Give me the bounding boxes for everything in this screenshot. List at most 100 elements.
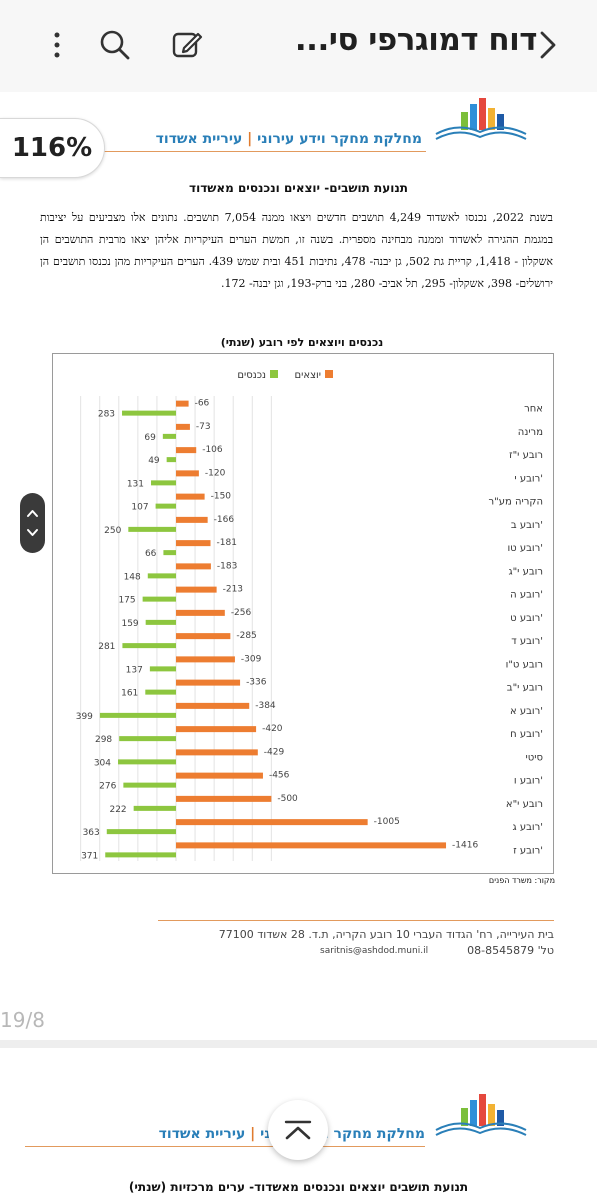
legend-label: נכנסים — [237, 370, 266, 381]
data-label-outgoing: -384 — [255, 701, 276, 711]
data-label-incoming: 69 — [144, 433, 156, 443]
bar-outgoing — [176, 726, 257, 733]
category-label: רובע א' — [510, 706, 543, 717]
category-label: רובע ג' — [513, 822, 543, 833]
data-label-outgoing: -183 — [217, 561, 237, 571]
bar-incoming — [162, 433, 176, 439]
legend-swatch — [270, 370, 278, 378]
data-label-outgoing: -166 — [214, 515, 235, 525]
footer-phone: טל' 08-8545879 — [467, 944, 554, 957]
legend-swatch — [325, 370, 333, 378]
bar-outgoing — [176, 609, 225, 616]
bar-incoming — [128, 526, 176, 532]
page-scroll-control[interactable] — [20, 493, 45, 553]
header-city: עיריית אשדוד — [155, 131, 243, 147]
category-label: רובע ט"ו — [506, 659, 543, 670]
bar-incoming — [142, 596, 176, 602]
category-label: רובע י"ג — [508, 566, 543, 577]
bar-incoming — [133, 805, 176, 811]
next-header-separator: | — [250, 1126, 256, 1142]
category-label: סיטי — [526, 752, 543, 763]
bar-incoming — [123, 782, 176, 788]
category-label: רובע ה' — [510, 590, 543, 601]
bar-incoming — [106, 829, 176, 835]
page-header: מחלקת מחקר וידע עירוני | עיריית אשדוד — [156, 131, 422, 147]
data-label-incoming: 304 — [94, 758, 111, 768]
data-label-outgoing: -1416 — [452, 840, 478, 850]
data-label-incoming: 250 — [104, 526, 121, 536]
next-header-city: עיריית אשדוד — [158, 1126, 246, 1142]
footer-divider — [158, 920, 554, 921]
bar-incoming — [122, 643, 176, 649]
bar-incoming — [155, 503, 176, 509]
bar-outgoing — [176, 423, 190, 430]
header-separator: | — [247, 131, 253, 147]
bar-incoming — [166, 457, 176, 463]
category-label: רובע ט' — [510, 613, 543, 624]
data-label-incoming: 107 — [131, 503, 148, 513]
category-label: רובע טו' — [507, 543, 543, 554]
data-label-outgoing: -66 — [195, 399, 210, 409]
footer-address: בית העירייה, רח' הגדוד העברי 10 רובע הקר… — [218, 928, 554, 941]
category-label: רובע ו' — [514, 776, 543, 787]
data-label-incoming: 161 — [121, 689, 138, 699]
category-label: רובע ב' — [511, 520, 543, 531]
footer-email[interactable]: saritnis@ashdod.muni.il — [320, 946, 429, 956]
legend-label: יוצאים — [295, 370, 321, 381]
bar-incoming — [122, 410, 176, 416]
data-label-outgoing: -456 — [269, 771, 290, 781]
edit-icon[interactable] — [170, 28, 204, 62]
next-header-divider — [25, 1146, 425, 1147]
chevron-up-bar-icon — [284, 1120, 312, 1140]
data-label-incoming: 281 — [98, 642, 115, 652]
bar-outgoing — [176, 842, 447, 849]
category-label: רובע י"ב — [507, 683, 543, 694]
next-municipal-logo-icon — [435, 1094, 527, 1136]
footer-phone-label: טל' — [537, 944, 554, 957]
data-label-outgoing: -500 — [277, 794, 298, 804]
page-gap — [0, 1040, 597, 1048]
data-label-incoming: 222 — [109, 805, 126, 815]
category-label: אחר — [524, 404, 543, 415]
bar-outgoing — [176, 633, 231, 640]
bar-outgoing — [176, 516, 208, 523]
document-title: דוח דמוגרפי סי... — [294, 22, 538, 58]
data-label-incoming: 283 — [98, 410, 115, 420]
header-divider — [104, 151, 426, 152]
bar-incoming — [151, 480, 176, 486]
chart-title: נכנסים ויוצאים לפי רובע (שנתי) — [220, 336, 384, 349]
data-label-outgoing: -150 — [211, 492, 232, 502]
data-label-outgoing: -73 — [196, 422, 211, 432]
page-indicator: 19/8 — [0, 1008, 45, 1032]
chevron-right-icon[interactable] — [530, 28, 564, 62]
data-label-outgoing: -420 — [262, 724, 283, 734]
bar-incoming — [147, 573, 176, 579]
category-label: רובע י"א — [506, 799, 543, 810]
data-label-incoming: 137 — [126, 665, 143, 675]
scroll-to-top-button[interactable] — [268, 1100, 328, 1160]
category-label: רובע ד' — [511, 636, 543, 647]
bar-incoming — [118, 759, 176, 765]
bar-outgoing — [176, 493, 205, 500]
header-dept: מחלקת מחקר וידע עירוני — [257, 131, 422, 147]
top-toolbar: דוח דמוגרפי סי... — [0, 0, 597, 93]
data-label-incoming: 49 — [148, 456, 160, 466]
bar-outgoing — [176, 563, 211, 570]
data-label-outgoing: -256 — [231, 608, 252, 618]
data-label-incoming: 175 — [118, 596, 135, 606]
bar-outgoing — [176, 772, 263, 779]
bar-outgoing — [176, 470, 199, 477]
data-label-outgoing: -106 — [202, 445, 223, 455]
category-label: רובע ח' — [510, 729, 543, 740]
data-label-outgoing: -285 — [236, 631, 256, 641]
more-vertical-icon[interactable] — [40, 28, 74, 62]
data-label-incoming: 276 — [99, 782, 116, 792]
bar-incoming — [163, 550, 176, 556]
next-section-title: תנועת תושבים יוצאים ונכנסים מאשדוד- ערים… — [128, 1180, 469, 1194]
category-label: רובע י"ז — [509, 450, 543, 461]
search-icon[interactable] — [98, 28, 132, 62]
category-label: רובע ז' — [513, 845, 543, 856]
bar-incoming — [145, 689, 176, 695]
bar-outgoing — [176, 586, 217, 593]
bar-outgoing — [176, 702, 250, 709]
